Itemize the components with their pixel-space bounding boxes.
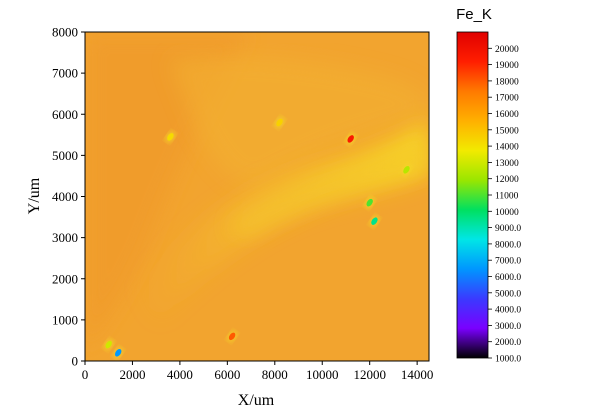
colorbar-label: 19000: [495, 61, 519, 71]
x-tick-label: 0: [82, 367, 89, 382]
heatmap-band-core: [230, 140, 429, 238]
colorbar-label: 5000.0: [495, 289, 521, 299]
heatmap-spot: [369, 215, 380, 227]
colorbar-label: 9000.0: [495, 224, 521, 234]
y-tick-label: 5000: [52, 148, 78, 163]
x-tick-label: 2000: [119, 367, 145, 382]
y-tick-label: 6000: [52, 107, 78, 122]
heatmap-spot: [345, 133, 356, 145]
colorbar-label: 13000: [495, 159, 519, 169]
heatmap-upper-region: [170, 56, 429, 185]
colorbar-label: 17000: [495, 94, 519, 104]
x-axis: 0 2000 4000 6000 8000 10000 12000 14000: [82, 361, 434, 382]
x-tick-label: 4000: [167, 367, 193, 382]
y-tick-label: 1000: [52, 312, 78, 327]
colorbar: [456, 31, 489, 359]
colorbar-label: 20000: [495, 45, 519, 55]
x-tick-label: 8000: [262, 367, 288, 382]
colorbar-label: 4000.0: [495, 306, 521, 316]
x-tick-label: 10000: [306, 367, 339, 382]
colorbar-label: 7000.0: [495, 257, 521, 267]
colorbar-label: 18000: [495, 77, 519, 87]
x-tick-label: 14000: [401, 367, 434, 382]
heatmap-spot: [274, 116, 285, 129]
colorbar-ticks: 1000.0 2000.0 3000.0 4000.0 5000.0 6000.0 7000…: [488, 45, 521, 365]
colorbar-label: 12000: [495, 175, 519, 185]
colorbar-label: 1000.0: [495, 355, 521, 365]
x-tick-label: 12000: [353, 367, 386, 382]
heatmap-spot: [401, 163, 412, 176]
colorbar-label: 6000.0: [495, 273, 521, 283]
heatmap-left-region: [85, 32, 250, 350]
y-axis: 0 1000 2000 3000 4000 5000 6000 7000 8000: [52, 25, 85, 369]
colorbar-label: 10000: [495, 208, 519, 218]
heatmap-spots: [103, 116, 412, 359]
colorbar-title: Fe_K: [456, 6, 492, 23]
heatmap-spot: [227, 330, 238, 343]
y-tick-label: 8000: [52, 25, 78, 40]
heatmap-spot: [165, 131, 176, 143]
y-tick-label: 7000: [52, 66, 78, 81]
heatmap-spot: [103, 338, 114, 351]
colorbar-label: 3000.0: [495, 322, 521, 332]
colorbar-label: 16000: [495, 110, 519, 120]
x-tick-label: 6000: [214, 367, 240, 382]
heatmap-spot: [364, 196, 375, 209]
colorbar-label: 8000.0: [495, 240, 521, 250]
colorbar-label: 15000: [495, 126, 519, 136]
y-tick-label: 4000: [52, 189, 78, 204]
x-axis-title: X/um: [238, 392, 275, 409]
colorbar-label: 2000.0: [495, 338, 521, 348]
y-axis-title: Y/um: [26, 177, 43, 214]
y-tick-label: 2000: [52, 271, 78, 286]
colorbar-label: 14000: [495, 143, 519, 153]
y-tick-label: 0: [72, 354, 79, 369]
y-tick-label: 3000: [52, 230, 78, 245]
heatmap-field: [85, 32, 429, 361]
heatmap-spot: [113, 346, 124, 359]
colorbar-label: 11000: [495, 192, 519, 202]
